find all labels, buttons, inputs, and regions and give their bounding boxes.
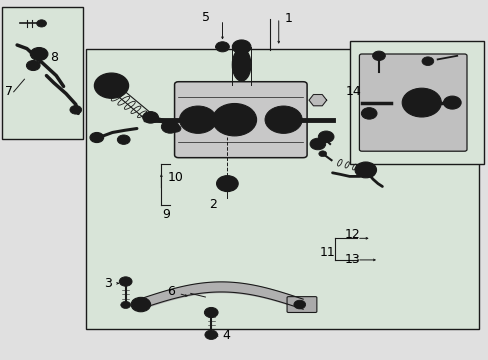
Circle shape [264,106,302,134]
Circle shape [117,135,130,144]
Text: 9: 9 [162,208,170,221]
Circle shape [318,131,333,143]
Text: 7: 7 [5,85,13,98]
Circle shape [212,104,256,136]
Circle shape [218,44,226,50]
Circle shape [215,42,229,52]
Text: 2: 2 [208,198,216,211]
Circle shape [293,300,305,309]
Circle shape [186,111,209,129]
Circle shape [131,297,150,312]
Circle shape [401,88,441,117]
Circle shape [313,141,322,147]
Circle shape [30,48,48,60]
Bar [85,49,478,329]
Circle shape [415,98,427,107]
Circle shape [372,51,385,60]
Circle shape [161,120,179,133]
Circle shape [221,179,233,188]
Circle shape [364,110,373,117]
Text: 11: 11 [319,246,335,258]
Circle shape [216,176,238,192]
Text: 13: 13 [344,253,359,266]
Bar [349,41,483,164]
Circle shape [318,151,326,157]
FancyBboxPatch shape [174,82,306,158]
Text: 10: 10 [168,171,183,184]
Circle shape [361,108,376,119]
Circle shape [204,330,217,339]
Text: 8: 8 [50,51,58,64]
FancyBboxPatch shape [286,297,316,312]
Circle shape [204,307,218,318]
FancyBboxPatch shape [359,54,466,151]
Circle shape [359,165,371,175]
Polygon shape [308,95,326,106]
Circle shape [421,57,433,66]
Circle shape [443,96,460,109]
Circle shape [37,20,46,27]
Circle shape [70,105,81,114]
Ellipse shape [232,49,250,81]
Text: 4: 4 [222,329,229,342]
Circle shape [171,125,181,132]
Circle shape [121,301,130,309]
Circle shape [34,50,44,58]
Bar [2,7,83,139]
Text: 12: 12 [344,228,359,241]
Text: 3: 3 [103,277,111,290]
Circle shape [26,60,40,71]
Circle shape [227,114,242,125]
Circle shape [220,109,249,131]
Circle shape [232,40,250,54]
Circle shape [409,94,433,112]
Circle shape [136,301,145,308]
Text: 5: 5 [202,11,210,24]
Circle shape [94,73,128,98]
Text: 6: 6 [167,285,175,298]
Circle shape [120,137,127,143]
Circle shape [363,168,374,177]
Circle shape [179,106,216,134]
Circle shape [142,112,158,123]
Circle shape [271,111,295,129]
Circle shape [119,277,132,286]
Circle shape [354,162,376,178]
Circle shape [90,132,103,143]
Circle shape [309,138,325,150]
Text: 1: 1 [284,12,292,24]
Text: 14: 14 [345,85,360,98]
Circle shape [322,134,329,140]
